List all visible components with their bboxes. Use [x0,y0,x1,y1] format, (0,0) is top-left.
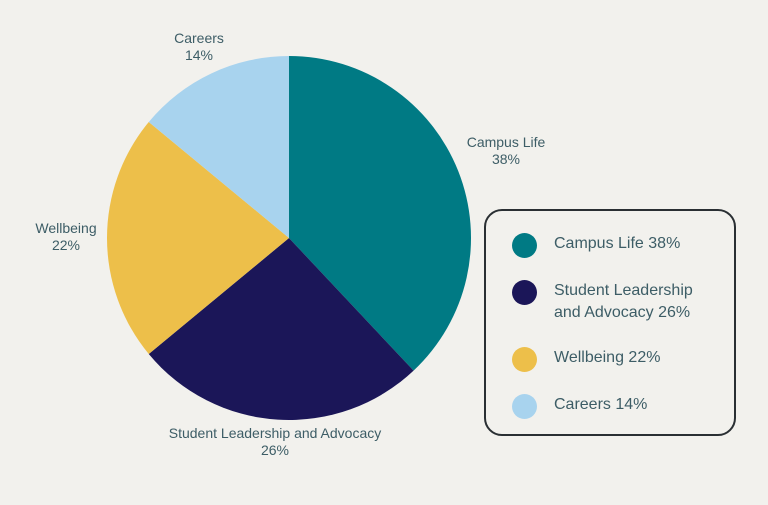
legend-text: Student Leadership and Advocacy 26% [554,282,693,321]
legend-item-wellbeing: Wellbeing 22% [512,347,660,372]
legend-swatch [512,233,537,258]
pie-slice-campus-life [289,56,472,371]
legend-item-student-leadership: Student Leadership and Advocacy 26% [512,280,693,324]
legend-item-careers: Careers 14% [512,394,647,419]
legend-text: Careers 14% [554,396,648,413]
legend: Campus Life 38% Student Leadership and Ad… [484,209,736,436]
legend-item-campus-life: Campus Life 38% [512,233,680,258]
legend-swatch [512,347,537,372]
slice-label-wellbeing: Wellbeing 22% [35,220,97,253]
legend-text: Campus Life 38% [554,235,681,252]
pie-slice-wellbeing [106,121,289,355]
legend-swatch [512,394,537,419]
legend-text: Wellbeing 22% [554,349,661,366]
pie-slice-careers [148,56,289,238]
slice-label-careers: Careers 14% [174,30,224,63]
slice-label-campus-life: Campus Life 38% [466,134,546,167]
slice-label-student-leadership: Student Leadership and Advocacy 26% [168,425,382,458]
pie-slice-student-leadership-and-advocacy [148,238,414,421]
legend-swatch [512,280,537,305]
